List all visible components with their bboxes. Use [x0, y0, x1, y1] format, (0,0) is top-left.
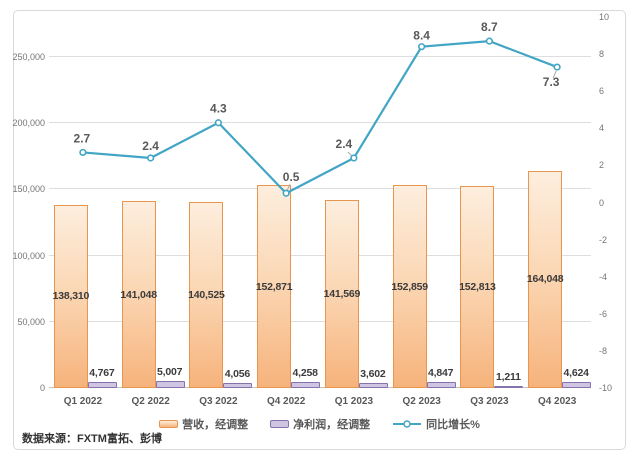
growth-point-marker [282, 189, 290, 197]
gridline [49, 320, 591, 322]
growth-point-marker [79, 148, 87, 157]
label-leader-line [347, 151, 353, 157]
growth-point-marker [350, 154, 358, 162]
right-axis-tick-label: 2 [599, 160, 605, 171]
revenue-bar-label: 152,813 [459, 280, 496, 293]
right-axis-tick-label: 4 [599, 123, 605, 134]
gridline [49, 254, 591, 256]
revenue-bar-label: 140,525 [188, 288, 225, 301]
revenue-bar-label: 138,310 [52, 290, 90, 303]
profit-bar-label: 4,767 [89, 366, 115, 379]
x-axis-category-label: Q4 2022 [266, 396, 306, 407]
left-axis-tick-label: 250,000 [12, 51, 45, 62]
growth-point-marker [147, 154, 155, 162]
growth-point-marker [214, 119, 222, 127]
gridline [49, 55, 591, 57]
profit-bar-label: 4,847 [427, 366, 454, 379]
left-axis-tick-label: 200,000 [12, 118, 45, 128]
revenue-bar [53, 204, 88, 388]
chart-card: 0 50,000 100,000 150,000 200,000 250,000 -10 -8… [12, 10, 626, 450]
gridline [49, 188, 591, 190]
right-axis-tick-label: -4 [599, 271, 608, 282]
growth-point-label: 2.4 [336, 137, 353, 151]
profit-legend-swatch [270, 420, 290, 428]
right-axis-tick-label: 8 [599, 49, 605, 60]
growth-point-marker [553, 63, 561, 71]
right-axis-tick-label: -8 [599, 345, 608, 356]
left-axis-tick-label: 150,000 [12, 184, 45, 195]
profit-bar-label: 4,624 [563, 366, 589, 379]
right-axis-tick-label: -10 [599, 383, 613, 393]
x-axis-category-label: Q1 2022 [63, 396, 103, 407]
growth-point-label: 4.3 [210, 102, 227, 116]
left-axis-tick-label: 100,000 [12, 250, 45, 261]
profit-bar-label: 1,211 [496, 371, 521, 384]
profit-bar [223, 382, 253, 388]
right-axis-tick-label: 0 [599, 197, 605, 208]
revenue-bar [121, 201, 156, 388]
revenue-bar [324, 200, 359, 388]
growth-point-label: 8.7 [481, 20, 498, 34]
growth-point-marker [418, 43, 426, 51]
legend-item-revenue: 营收，经调整 [159, 416, 248, 432]
revenue-bar [189, 201, 224, 388]
growth-point-label: 2.4 [142, 139, 159, 153]
profit-bar [155, 381, 185, 388]
x-axis-line [49, 387, 591, 388]
left-axis-tick-label: 0 [39, 383, 45, 393]
x-axis-category-label: Q4 2023 [537, 396, 577, 407]
revenue-bar [392, 185, 427, 388]
right-axis-tick-label: 10 [599, 12, 610, 22]
revenue-bar-label: 152,859 [391, 280, 428, 293]
left-axis-tick-label: 50,000 [17, 316, 45, 327]
growth-legend-marker [392, 419, 422, 429]
x-axis-category-label: Q1 2023 [334, 396, 374, 407]
gridline [49, 122, 591, 123]
revenue-legend-swatch [159, 420, 179, 428]
source-note: 数据来源：FXTM富拓、彭博 [22, 433, 162, 445]
revenue-bar-label: 141,569 [323, 288, 361, 301]
legend-item-growth: 同比增长% [392, 416, 480, 432]
profit-bar [562, 381, 592, 388]
profit-bar-label: 5,007 [156, 366, 183, 379]
right-axis-tick-label: -2 [599, 234, 608, 245]
x-axis-category-label: Q3 2022 [199, 396, 238, 407]
legend: 营收，经调整 净利润，经调整 同比增长% [14, 416, 625, 432]
growth-point-label: 0.5 [283, 170, 300, 184]
profit-legend-label: 净利润，经调整 [293, 419, 371, 431]
right-axis-tick-label: -6 [599, 308, 608, 319]
profit-bar [87, 381, 117, 388]
profit-bar [291, 382, 321, 388]
profit-bar-label: 4,056 [224, 367, 251, 380]
x-axis-category-label: Q3 2023 [470, 396, 509, 407]
revenue-bar [257, 185, 292, 388]
growth-point-label: 2.7 [74, 131, 91, 145]
profit-bar-label: 4,258 [292, 367, 318, 380]
revenue-bar [528, 170, 563, 388]
growth-line-layer: 2.7 2.4 4.3 0.5 2.4 8.4 8.7 7.3 [74, 20, 561, 197]
growth-line [82, 39, 558, 195]
profit-bar-label: 3,602 [360, 368, 386, 381]
right-axis-tick-label: 6 [599, 86, 605, 97]
revenue-bar-label: 141,048 [120, 288, 157, 301]
revenue-bar-label: 164,048 [526, 273, 564, 286]
plot-area: 0 50,000 100,000 150,000 200,000 250,000 -10 -8… [12, 12, 612, 407]
legend-item-profit: 净利润，经调整 [270, 416, 370, 432]
label-leader-line [286, 184, 291, 191]
profit-bar [426, 381, 456, 388]
growth-point-marker [485, 37, 493, 45]
label-leader-line [552, 70, 557, 79]
growth-point-label: 8.4 [413, 29, 430, 43]
growth-legend-label: 同比增长% [426, 419, 480, 431]
x-axis-category-label: Q2 2022 [131, 396, 170, 407]
revenue-bar-label: 152,871 [255, 280, 293, 293]
profit-bar [358, 383, 388, 388]
revenue-bar [460, 185, 495, 388]
profit-bar [494, 386, 524, 388]
x-axis-category-label: Q2 2023 [402, 396, 441, 407]
growth-point-label: 7.3 [543, 75, 560, 89]
revenue-legend-label: 营收，经调整 [182, 419, 249, 431]
